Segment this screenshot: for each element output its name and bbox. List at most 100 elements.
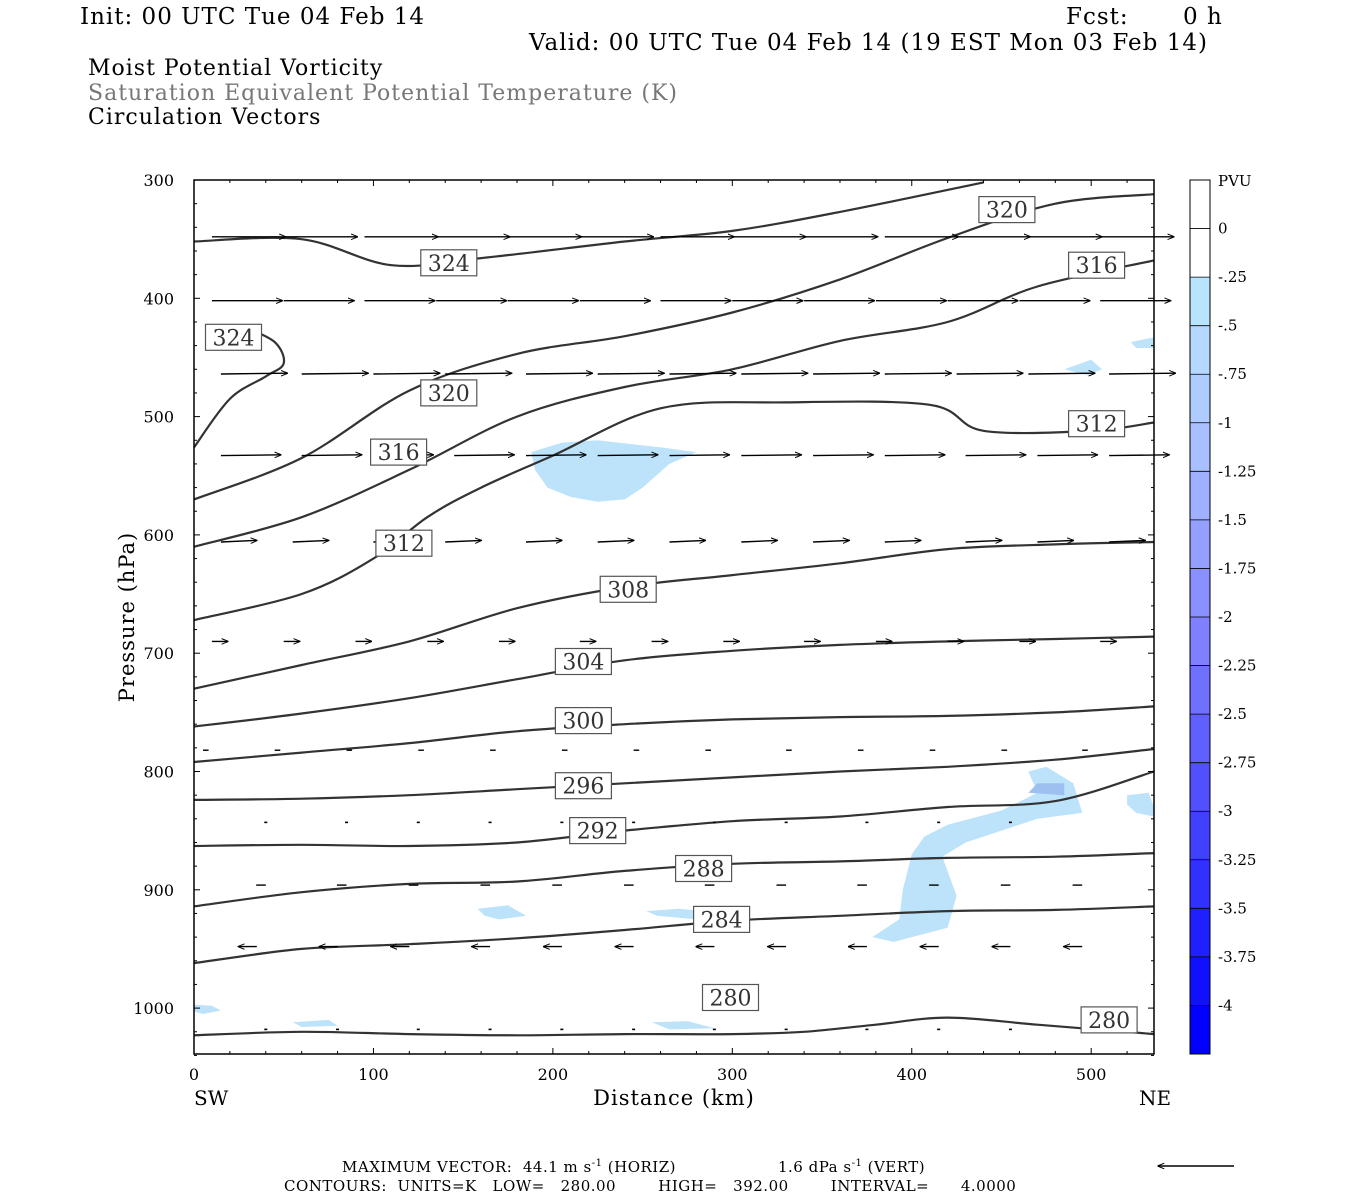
circulation-vector bbox=[525, 455, 586, 456]
contour-label-292: 292 bbox=[577, 820, 619, 845]
contour-label-312: 312 bbox=[1076, 413, 1118, 438]
forecast-label: Fcst: bbox=[1066, 4, 1129, 30]
contour-label-288: 288 bbox=[683, 858, 725, 883]
colorbar-swatch bbox=[1190, 665, 1210, 715]
circulation-vector bbox=[373, 373, 439, 374]
colorbar-label: 0 bbox=[1218, 220, 1228, 238]
x-end-label-right: NE bbox=[1139, 1086, 1171, 1110]
theta-es-contour-316 bbox=[193, 259, 1155, 548]
colorbar-label: -3.75 bbox=[1218, 948, 1256, 966]
y-axis-label: Pressure (hPa) bbox=[115, 532, 139, 702]
max-vert-unit: (VERT) bbox=[867, 1158, 926, 1176]
x-end-label-left: SW bbox=[194, 1086, 229, 1110]
circulation-vector bbox=[965, 540, 1002, 542]
contour-label-308: 308 bbox=[607, 578, 649, 603]
colorbar-swatch bbox=[1190, 325, 1210, 375]
colorbar-label: -1.5 bbox=[1218, 511, 1247, 529]
colorbar-label: -3 bbox=[1218, 802, 1233, 820]
colorbar-swatch bbox=[1190, 568, 1210, 618]
y-tick-label: 700 bbox=[143, 644, 174, 663]
contour-label-box bbox=[1080, 1006, 1138, 1034]
colorbar-swatch bbox=[1190, 277, 1210, 327]
pv-region bbox=[292, 1019, 338, 1027]
contour-label-324: 324 bbox=[213, 326, 255, 351]
contour-label-300: 300 bbox=[562, 710, 604, 735]
colorbar-label: -4 bbox=[1218, 996, 1233, 1014]
circulation-vector bbox=[597, 455, 658, 456]
max-vector-label: MAXIMUM VECTOR: bbox=[342, 1158, 513, 1176]
colorbar-swatch bbox=[1190, 1005, 1210, 1055]
title-mpv: Moist Potential Vorticity bbox=[88, 56, 384, 81]
theta-es-contour-280 bbox=[193, 1016, 1155, 1037]
pv-region bbox=[1127, 792, 1154, 817]
max-vert-line: 1.6 dPa s-1 (VERT) bbox=[778, 1158, 925, 1176]
circulation-vector bbox=[220, 373, 287, 374]
circulation-vector bbox=[813, 455, 873, 456]
plot-frame bbox=[193, 179, 1155, 1055]
circulation-vector bbox=[813, 540, 849, 542]
colorbar-label: -3.25 bbox=[1218, 851, 1256, 869]
circulation-vector bbox=[1109, 455, 1169, 456]
colorbar-swatch bbox=[1190, 762, 1210, 812]
contour-label-304: 304 bbox=[562, 651, 604, 676]
circulation-vector bbox=[597, 373, 664, 374]
contour-label-box bbox=[701, 983, 760, 1012]
forecast-hour: 0 h bbox=[1183, 4, 1223, 30]
circulation-vector bbox=[301, 455, 362, 456]
circulation-vector bbox=[669, 373, 736, 374]
circulation-vector bbox=[220, 455, 281, 456]
contour-label-280: 280 bbox=[710, 987, 752, 1012]
colorbar-swatch bbox=[1190, 422, 1210, 472]
theta-es-contour-324 bbox=[193, 181, 984, 268]
colorbar-label: -.75 bbox=[1218, 365, 1247, 383]
circulation-vector bbox=[220, 540, 257, 542]
colorbar-swatch bbox=[1190, 519, 1210, 569]
circulation-vector bbox=[1109, 540, 1145, 542]
colorbar-swatch bbox=[1190, 228, 1210, 278]
contour-label-box bbox=[554, 647, 613, 676]
contour-layer bbox=[193, 181, 1155, 1037]
y-tick-label: 1000 bbox=[133, 999, 174, 1018]
circulation-vector bbox=[301, 373, 368, 374]
contour-label-box bbox=[420, 379, 478, 407]
circulation-vector bbox=[1037, 455, 1097, 456]
x-axis-label: Distance (km) bbox=[593, 1086, 755, 1110]
pv-region bbox=[872, 766, 1083, 942]
colorbar-label: -.5 bbox=[1218, 317, 1237, 335]
pv-region bbox=[531, 440, 697, 502]
contour-label-320: 320 bbox=[986, 199, 1028, 224]
colorbar-label: -1.25 bbox=[1218, 462, 1256, 480]
x-tick-label: 100 bbox=[358, 1065, 389, 1084]
circulation-vector bbox=[445, 373, 511, 374]
theta-es-contour-312 bbox=[193, 400, 1155, 622]
colorbar-swatch bbox=[1190, 908, 1210, 958]
max-vert-value: 1.6 dPa s bbox=[778, 1158, 852, 1176]
contour-label-box bbox=[375, 529, 433, 557]
colorbar-title: PVU bbox=[1218, 172, 1252, 190]
theta-es-contour-284 bbox=[193, 905, 1155, 965]
max-horiz-unit: (HORIZ) bbox=[607, 1158, 677, 1176]
colorbar-swatch bbox=[1190, 617, 1210, 667]
colorbar-label: -3.5 bbox=[1218, 899, 1247, 917]
colorbar-label: -1 bbox=[1218, 414, 1233, 432]
theta-es-contour-292 bbox=[193, 770, 1155, 848]
colorbar-swatch bbox=[1190, 956, 1210, 1006]
circulation-vector bbox=[669, 455, 730, 456]
title-theta-es: Saturation Equivalent Potential Temperat… bbox=[88, 81, 678, 106]
colorbar-label: -1.75 bbox=[1218, 559, 1256, 577]
contour-label-layer: 320 324 316 324 320 312 316 312 308 304 300 296 292 2… bbox=[204, 196, 1138, 1034]
colorbar-label: -2.5 bbox=[1218, 705, 1247, 723]
pv-region bbox=[194, 1004, 221, 1014]
pv-colorbar: 0 -.25 -.5 -.75 -1 -1.25 -1.5 -1.75 -2 -2.25 -2.5 -… bbox=[1189, 179, 1256, 1055]
colorbar-label: -2 bbox=[1218, 608, 1233, 626]
colorbar-swatch bbox=[1190, 180, 1210, 230]
pv-region bbox=[1130, 337, 1154, 348]
contour-label-box bbox=[569, 816, 627, 845]
circulation-vector bbox=[454, 455, 514, 456]
y-tick-label: 300 bbox=[143, 171, 174, 190]
circulation-vector bbox=[445, 540, 481, 542]
x-tick-label: 300 bbox=[717, 1065, 748, 1084]
colorbar-label: -.25 bbox=[1218, 268, 1247, 286]
circulation-vector bbox=[965, 455, 1026, 456]
x-tick-label: 500 bbox=[1076, 1065, 1107, 1084]
